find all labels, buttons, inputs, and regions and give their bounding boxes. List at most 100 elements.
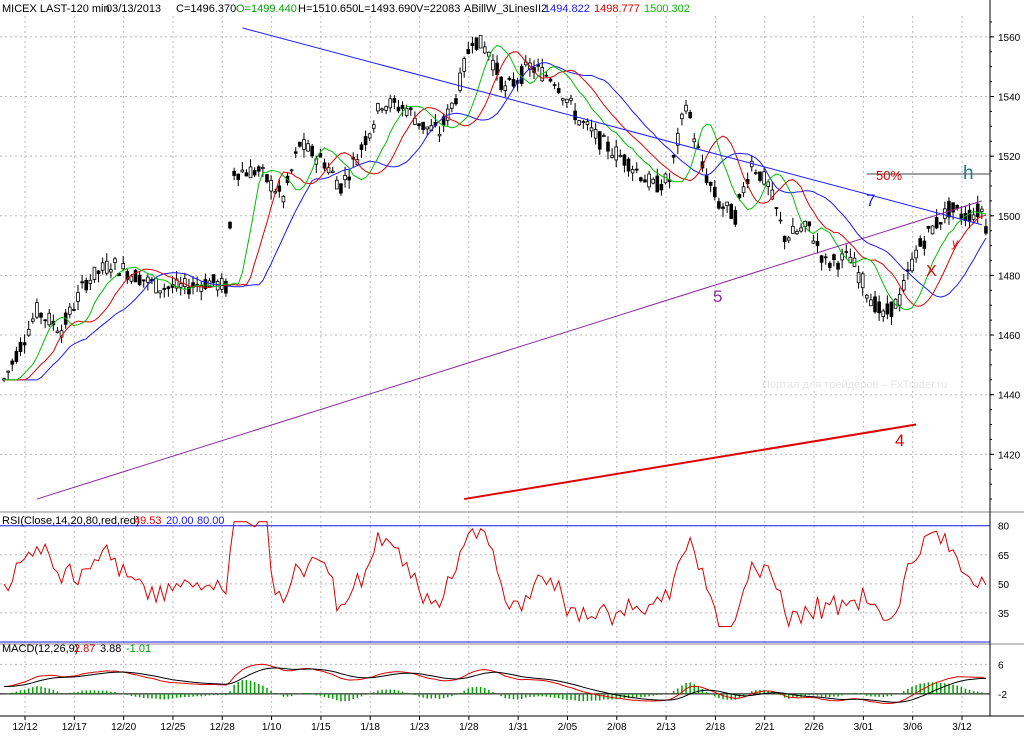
candle-body-136 (560, 98, 565, 101)
candle-body-35 (146, 276, 150, 283)
candle-body-58 (240, 169, 245, 173)
rsi-plot (0, 521, 990, 643)
candle-body-174 (717, 201, 721, 209)
candle-body-224 (922, 240, 927, 249)
candle-body-169 (696, 146, 701, 149)
price-tick-0: 1420 (998, 450, 1021, 461)
candle-body-90 (372, 124, 376, 129)
candle-body-143 (589, 127, 594, 132)
candle-body-7 (31, 318, 35, 322)
macd-hist: -1.01 (126, 643, 151, 655)
candle-body-29 (121, 263, 125, 270)
rsi-lower: 20.00 (166, 515, 194, 527)
ma-blue-line (4, 62, 987, 381)
candle-body-215 (885, 303, 890, 315)
candle-body-138 (569, 97, 573, 101)
candle-body-89 (367, 133, 372, 139)
candle-body-65 (269, 180, 273, 192)
candle-body-211 (869, 299, 873, 307)
candle-body-199 (819, 255, 824, 263)
candle-body-214 (881, 310, 886, 317)
candle-body-228 (938, 222, 943, 225)
candle-body-123 (507, 77, 512, 80)
xtick-label-5: 1/10 (262, 722, 282, 733)
candle-body-179 (737, 193, 742, 199)
header-line3: 1500.302 (644, 3, 690, 15)
candle-body-184 (758, 171, 762, 181)
trendline-4 (464, 423, 917, 501)
candle-body-57 (236, 173, 241, 180)
xtick-label-19: 3/12 (952, 722, 972, 733)
candle-body-217 (893, 298, 898, 309)
header-low: L=1493.690 (358, 3, 416, 15)
candle-body-117 (482, 46, 487, 54)
candle-body-16 (67, 306, 72, 315)
candle-body-87 (359, 144, 364, 150)
candle-body-42 (174, 278, 179, 289)
candle-body-106 (437, 133, 442, 137)
candle-body-71 (293, 151, 298, 154)
candle-body-5 (22, 342, 27, 346)
candle-body-231 (951, 202, 955, 213)
candle-body-43 (178, 283, 183, 288)
candle-body-115 (474, 37, 479, 50)
candle-body-20 (84, 280, 89, 291)
candle-body-122 (503, 85, 508, 91)
xtick-label-4: 12/28 (210, 722, 235, 733)
candle-body-95 (392, 98, 397, 103)
candle-body-82 (339, 183, 343, 194)
header-line2: 1498.777 (594, 3, 640, 15)
candle-body-230 (947, 201, 951, 218)
candle-body-39 (162, 288, 167, 290)
candle-body-3 (14, 350, 19, 363)
candle-body-212 (873, 296, 877, 313)
ma-green-line (4, 44, 986, 381)
candle-body-237 (975, 203, 980, 218)
rsi-tick-1: 50 (998, 580, 1010, 591)
header-close: C=1496.370 (176, 3, 236, 15)
candle-body-140 (577, 120, 582, 126)
candle-body-11 (47, 312, 52, 326)
candle-body-141 (581, 121, 586, 123)
candle-body-10 (43, 319, 47, 322)
candle-body-142 (585, 121, 590, 125)
candle-body-154 (634, 168, 639, 171)
price-tick-6: 1540 (998, 93, 1021, 104)
candle-body-152 (626, 158, 631, 172)
candle-body-132 (544, 74, 549, 77)
candle-body-196 (807, 221, 812, 227)
candle-body-177 (729, 203, 734, 219)
price-tick-5: 1520 (998, 152, 1021, 163)
candle-body-107 (441, 116, 446, 126)
xtick-label-13: 2/13 (656, 722, 676, 733)
candle-body-56 (232, 170, 236, 176)
candle-body-111 (458, 72, 462, 91)
candle-body-225 (926, 226, 931, 229)
candle-body-144 (593, 129, 598, 139)
candle-body-99 (408, 107, 413, 110)
candle-body-197 (811, 240, 816, 244)
candle-body-166 (684, 104, 688, 112)
candle-body-165 (680, 113, 684, 120)
candle-body-185 (762, 171, 766, 185)
candle-body-17 (72, 309, 76, 311)
candle-body-167 (688, 111, 692, 119)
candle-body-213 (877, 301, 881, 314)
candle-body-48 (199, 285, 204, 292)
candle-body-109 (450, 102, 454, 109)
candle-body-193 (795, 231, 799, 235)
macd-tick-1: 6 (998, 660, 1004, 671)
candle-body-159 (655, 175, 660, 193)
price-tick-2: 1460 (998, 331, 1021, 342)
axes: 12/12 12/17 12/20 12/25 12/28 1/10 1/15 1/18 1/2… (0, 0, 1024, 733)
candle-body-236 (971, 214, 976, 220)
candle-body-201 (828, 262, 832, 268)
candle-body-103 (425, 126, 430, 130)
candle-body-134 (552, 84, 557, 86)
candle-body-188 (774, 207, 779, 209)
candle-body-40 (166, 286, 171, 290)
header-line1: 1494.822 (544, 3, 590, 15)
xtick-label-17: 3/01 (854, 722, 874, 733)
